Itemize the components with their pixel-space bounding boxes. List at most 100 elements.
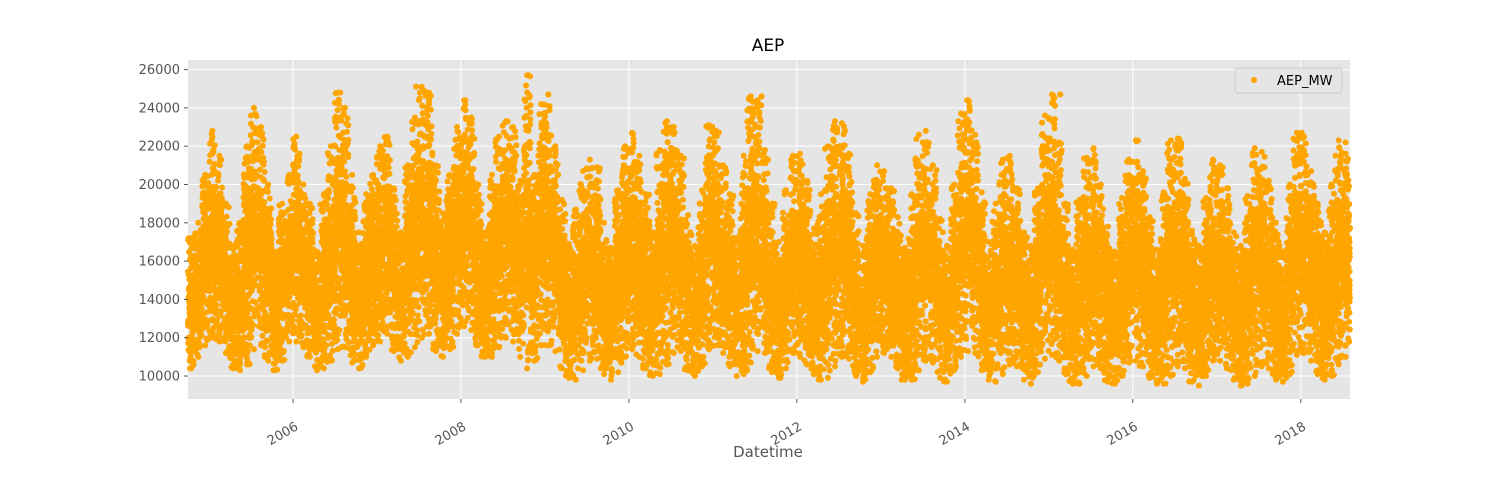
data-point <box>215 310 221 316</box>
data-point <box>193 231 199 237</box>
data-point <box>307 240 313 246</box>
data-point <box>298 227 304 233</box>
data-point <box>209 128 215 134</box>
data-point <box>377 339 383 345</box>
data-point <box>370 172 376 178</box>
data-point <box>219 185 225 191</box>
data-point <box>201 236 207 242</box>
data-point <box>206 219 212 225</box>
data-point <box>243 247 249 253</box>
data-point <box>355 300 361 306</box>
data-point <box>348 189 354 195</box>
data-point <box>283 313 289 319</box>
data-point <box>360 263 366 269</box>
data-point <box>295 163 301 169</box>
data-point <box>299 278 305 284</box>
data-point <box>312 324 318 330</box>
data-point <box>277 351 283 357</box>
data-point <box>244 343 250 349</box>
data-point <box>377 312 383 318</box>
data-point <box>369 281 375 287</box>
data-point <box>302 196 308 202</box>
data-point <box>259 333 265 339</box>
data-point <box>375 272 381 278</box>
data-point <box>244 362 250 368</box>
data-point <box>285 276 291 282</box>
data-point <box>363 282 369 288</box>
data-point <box>319 222 325 228</box>
data-point <box>202 342 208 348</box>
data-point <box>227 273 233 279</box>
data-point <box>261 159 267 165</box>
data-point <box>347 262 353 268</box>
data-point <box>299 209 305 215</box>
data-point <box>331 317 337 323</box>
data-point <box>253 112 259 118</box>
data-point <box>215 216 221 222</box>
data-point <box>333 189 339 195</box>
data-point <box>327 290 333 296</box>
data-point <box>298 313 304 319</box>
data-point <box>377 254 383 260</box>
data-point <box>389 333 395 339</box>
data-point <box>354 285 360 291</box>
data-point <box>194 326 200 332</box>
data-point <box>212 142 218 148</box>
data-point <box>384 134 390 140</box>
data-point <box>306 267 312 273</box>
data-point <box>250 322 256 328</box>
data-point <box>326 153 332 159</box>
data-point <box>213 184 219 190</box>
data-point <box>311 307 317 313</box>
data-point <box>321 365 327 371</box>
data-point <box>277 276 283 282</box>
data-point <box>332 339 338 345</box>
data-point <box>325 335 331 341</box>
chart-title: AEP <box>752 36 785 56</box>
data-point <box>207 229 213 235</box>
data-point <box>312 312 318 318</box>
data-point <box>263 218 269 224</box>
data-point <box>347 274 353 280</box>
data-point <box>307 201 313 207</box>
data-point <box>360 331 366 337</box>
data-point <box>286 282 292 288</box>
data-point <box>199 299 205 305</box>
data-point <box>248 121 254 127</box>
data-point <box>208 318 214 324</box>
data-point <box>188 365 194 371</box>
data-point <box>217 153 223 159</box>
data-point <box>341 137 347 143</box>
data-point <box>242 184 248 190</box>
data-point <box>192 245 198 251</box>
data-point <box>355 258 361 264</box>
data-point <box>347 305 353 311</box>
data-point <box>292 311 298 317</box>
data-point <box>335 327 341 333</box>
data-point <box>207 159 213 165</box>
data-point <box>380 319 386 325</box>
data-point <box>207 234 213 240</box>
data-point <box>230 365 236 371</box>
data-point <box>214 322 220 328</box>
data-point <box>236 237 242 243</box>
data-point <box>214 260 220 266</box>
data-point <box>307 354 313 360</box>
data-point <box>241 309 247 315</box>
data-point <box>269 351 275 357</box>
data-point <box>305 280 311 286</box>
data-point <box>234 278 240 284</box>
data-point <box>214 234 220 240</box>
data-point <box>237 360 243 366</box>
data-point <box>244 280 250 286</box>
data-point <box>336 101 342 107</box>
data-point <box>220 243 226 249</box>
data-point <box>342 169 348 175</box>
data-point <box>251 279 257 285</box>
data-point <box>347 253 353 259</box>
data-point <box>234 304 240 310</box>
data-point <box>389 243 395 249</box>
data-point <box>306 222 312 228</box>
data-point <box>193 294 199 300</box>
